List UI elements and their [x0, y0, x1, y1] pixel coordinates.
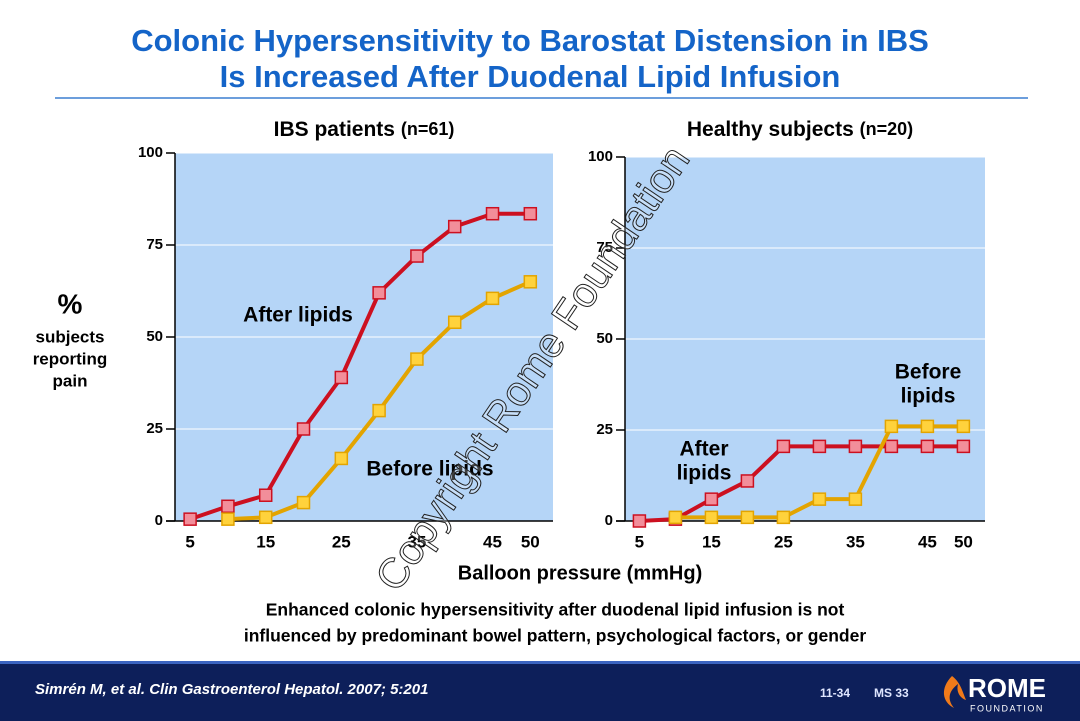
chart-subtitle: (n=61)	[401, 119, 455, 139]
data-point	[485, 206, 500, 221]
data-point	[221, 512, 235, 526]
x-axis-label: Balloon pressure (mmHg)	[458, 562, 702, 584]
data-point	[410, 249, 424, 263]
data-point	[920, 419, 935, 434]
y-tick-label: 25	[146, 420, 163, 437]
y-tick-label: 75	[596, 239, 613, 256]
x-tick-label: 15	[702, 532, 721, 551]
y-tick-label: 25	[596, 421, 613, 438]
data-point	[776, 510, 791, 525]
x-tick-label: 45	[918, 532, 937, 551]
logo-subtext: FOUNDATION	[970, 703, 1044, 713]
y-axis-label: subjects	[36, 327, 105, 346]
y-axis-label: pain	[53, 371, 88, 390]
y-tick-label: 50	[146, 328, 163, 345]
y-tick-label: 50	[596, 330, 613, 347]
data-point	[668, 510, 683, 525]
annotation: lipids	[901, 385, 956, 408]
chart-subtitle: (n=20)	[860, 119, 914, 139]
annotation: Before	[895, 361, 962, 384]
slide-title: Is Increased After Duodenal Lipid Infusi…	[220, 59, 841, 94]
data-point	[956, 439, 971, 454]
data-point	[704, 510, 719, 525]
chart-title: IBS patients (n=61)	[274, 118, 455, 141]
data-point	[485, 291, 500, 306]
data-point	[740, 510, 755, 525]
y-tick-label: 100	[588, 148, 613, 165]
data-point	[447, 219, 462, 234]
annotation: After	[679, 438, 728, 461]
data-point	[372, 286, 386, 300]
data-point	[884, 419, 899, 434]
footer-rule	[0, 661, 1080, 664]
data-point	[523, 206, 538, 221]
annotation: After lipids	[243, 304, 353, 327]
data-point	[334, 370, 349, 385]
data-point	[372, 403, 386, 418]
data-point	[776, 439, 791, 454]
y-tick-label: 100	[138, 144, 163, 161]
slide-title: Colonic Hypersensitivity to Barostat Dis…	[131, 23, 929, 58]
data-point	[848, 492, 863, 506]
logo-flame	[943, 676, 966, 708]
data-point	[704, 492, 719, 506]
y-tick-label: 0	[605, 512, 613, 529]
data-point	[447, 315, 462, 330]
series-line	[639, 444, 964, 523]
data-point	[258, 510, 273, 525]
annotation: Before lipids	[366, 458, 493, 481]
x-tick-label: 50	[954, 532, 973, 551]
data-point	[740, 474, 755, 488]
data-point	[410, 352, 424, 366]
data-point	[812, 492, 827, 506]
data-point	[258, 488, 273, 502]
caption: influenced by predominant bowel pattern,…	[244, 626, 867, 646]
data-point	[920, 439, 935, 454]
chart-title-text: Healthy subjects	[687, 118, 854, 141]
x-tick-label: 5	[185, 532, 194, 551]
data-point	[296, 495, 311, 510]
citation: Simrén M, et al. Clin Gastroenterol Hepa…	[35, 681, 428, 698]
data-point	[183, 512, 197, 526]
chart-title: Healthy subjects (n=20)	[687, 118, 913, 141]
chart-title-text: IBS patients	[274, 118, 395, 141]
annotation: lipids	[677, 462, 732, 485]
data-point	[848, 439, 863, 454]
data-point	[956, 419, 971, 434]
y-tick-label: 75	[146, 236, 163, 253]
data-point	[334, 451, 349, 466]
x-tick-label: 25	[774, 532, 793, 551]
slide-code: 11-34	[820, 686, 850, 700]
x-tick-label: 35	[846, 532, 865, 551]
caption: Enhanced colonic hypersensitivity after …	[266, 600, 845, 620]
x-tick-label: 15	[256, 532, 275, 551]
y-axis-label: %	[58, 288, 83, 319]
data-point	[884, 439, 899, 454]
slide-code: MS 33	[874, 686, 909, 700]
data-point	[632, 514, 647, 528]
x-tick-label: 35	[407, 532, 426, 551]
data-point	[296, 422, 311, 436]
footer	[0, 664, 1080, 721]
x-tick-label: 25	[332, 532, 351, 551]
series-line	[189, 211, 531, 522]
x-tick-label: 45	[483, 532, 502, 551]
y-tick-label: 0	[155, 512, 163, 529]
data-point	[812, 439, 827, 454]
data-point	[221, 499, 235, 514]
data-point	[523, 275, 538, 289]
x-tick-label: 50	[521, 532, 540, 551]
x-tick-label: 5	[635, 532, 644, 551]
logo-text: ROME	[968, 673, 1046, 703]
y-axis-label: reporting	[33, 349, 108, 368]
